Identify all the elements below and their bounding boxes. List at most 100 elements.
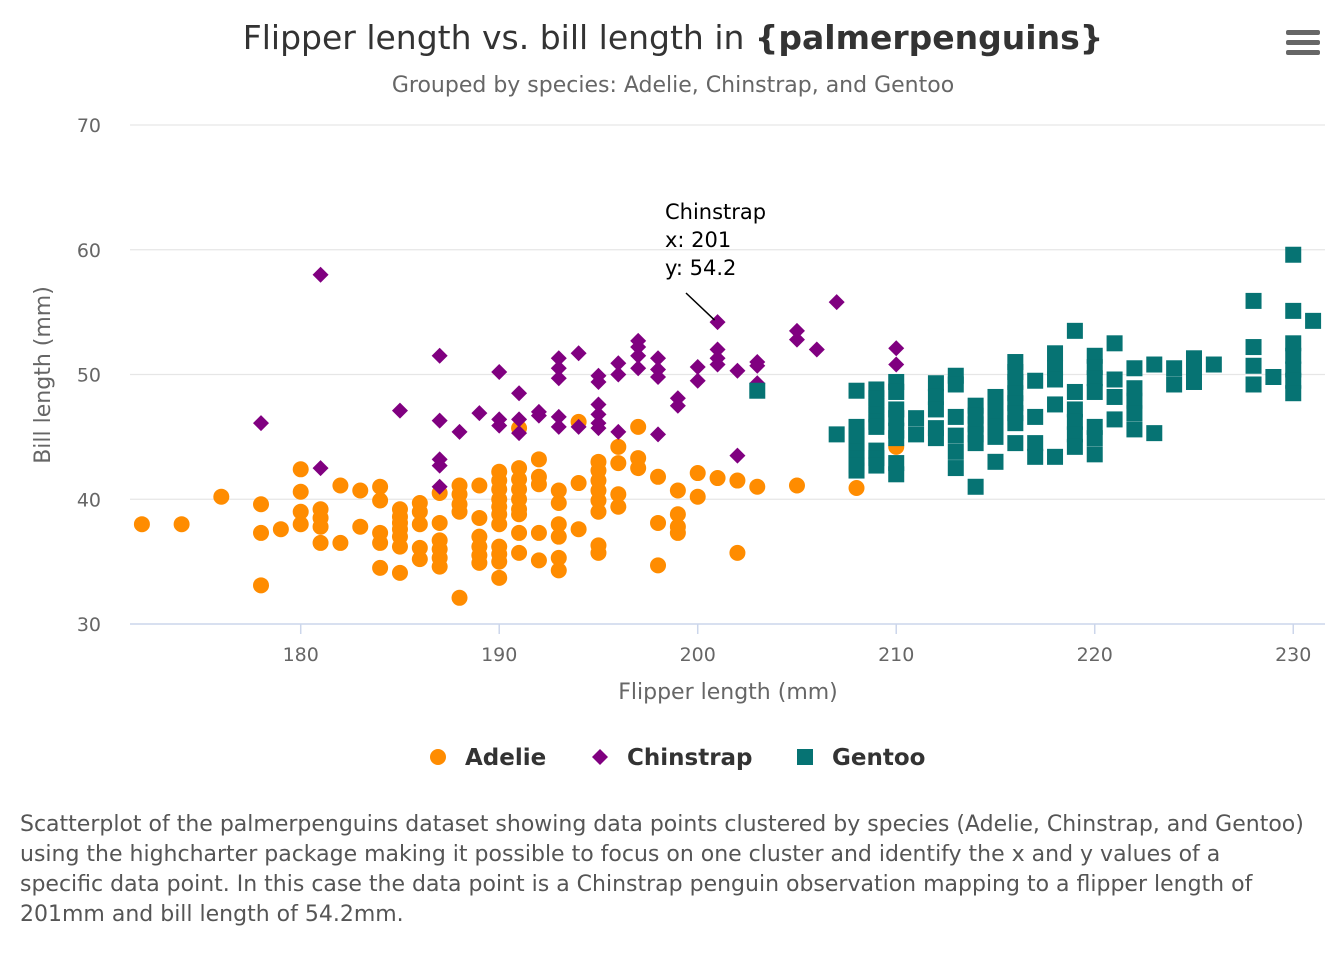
gentoo-point[interactable] bbox=[1066, 426, 1083, 443]
adelie-point[interactable] bbox=[729, 544, 746, 561]
gentoo-point[interactable] bbox=[1185, 373, 1202, 390]
chinstrap-point[interactable] bbox=[590, 420, 607, 437]
gentoo-point[interactable] bbox=[967, 435, 984, 452]
gentoo-point[interactable] bbox=[1185, 350, 1202, 367]
data-points[interactable] bbox=[133, 246, 1322, 606]
adelie-point[interactable] bbox=[590, 503, 607, 520]
gentoo-point[interactable] bbox=[908, 410, 925, 427]
chinstrap-point[interactable] bbox=[828, 294, 845, 311]
gentoo-point[interactable] bbox=[947, 427, 964, 444]
chinstrap-point[interactable] bbox=[570, 345, 587, 362]
gentoo-point[interactable] bbox=[868, 418, 885, 435]
adelie-point[interactable] bbox=[610, 455, 627, 472]
adelie-point[interactable] bbox=[530, 476, 547, 493]
adelie-point[interactable] bbox=[173, 516, 190, 533]
chinstrap-point[interactable] bbox=[788, 331, 805, 348]
adelie-point[interactable] bbox=[650, 557, 667, 574]
adelie-point[interactable] bbox=[511, 460, 528, 477]
gentoo-point[interactable] bbox=[1066, 413, 1083, 430]
gentoo-point[interactable] bbox=[868, 457, 885, 474]
gentoo-point[interactable] bbox=[1265, 368, 1282, 385]
adelie-point[interactable] bbox=[491, 569, 508, 586]
gentoo-point[interactable] bbox=[1066, 383, 1083, 400]
chinstrap-point[interactable] bbox=[391, 402, 408, 419]
gentoo-point[interactable] bbox=[987, 453, 1004, 470]
gentoo-point[interactable] bbox=[1066, 438, 1083, 455]
adelie-point[interactable] bbox=[570, 475, 587, 492]
chinstrap-point[interactable] bbox=[491, 417, 508, 434]
chinstrap-point[interactable] bbox=[630, 347, 647, 364]
legend[interactable]: Adelie Chinstrap Gentoo bbox=[430, 745, 925, 771]
chinstrap-point[interactable] bbox=[550, 408, 567, 425]
adelie-point[interactable] bbox=[253, 577, 270, 594]
chinstrap-point[interactable] bbox=[610, 366, 627, 383]
adelie-point[interactable] bbox=[530, 451, 547, 468]
adelie-point[interactable] bbox=[352, 482, 369, 499]
adelie-point[interactable] bbox=[669, 506, 686, 523]
adelie-point[interactable] bbox=[292, 516, 309, 533]
gentoo-point[interactable] bbox=[987, 428, 1004, 445]
gentoo-point[interactable] bbox=[1285, 372, 1302, 389]
adelie-point[interactable] bbox=[312, 518, 329, 535]
adelie-point[interactable] bbox=[491, 553, 508, 570]
gentoo-point[interactable] bbox=[888, 410, 905, 427]
chinstrap-point[interactable] bbox=[610, 423, 627, 440]
chinstrap-point[interactable] bbox=[550, 370, 567, 387]
series-chinstrap[interactable] bbox=[253, 266, 905, 495]
gentoo-point[interactable] bbox=[1047, 345, 1064, 362]
gentoo-point[interactable] bbox=[1007, 435, 1024, 452]
gentoo-point[interactable] bbox=[908, 426, 925, 443]
legend-item-chinstrap[interactable]: Chinstrap bbox=[592, 745, 753, 771]
adelie-point[interactable] bbox=[133, 516, 150, 533]
adelie-point[interactable] bbox=[411, 503, 428, 520]
chinstrap-point[interactable] bbox=[610, 355, 627, 372]
gentoo-point[interactable] bbox=[1027, 372, 1044, 389]
gentoo-point[interactable] bbox=[1166, 360, 1183, 377]
adelie-point[interactable] bbox=[650, 514, 667, 531]
chinstrap-point[interactable] bbox=[788, 322, 805, 339]
chinstrap-point[interactable] bbox=[669, 397, 686, 414]
gentoo-point[interactable] bbox=[1126, 405, 1143, 422]
adelie-point[interactable] bbox=[550, 482, 567, 499]
gentoo-point[interactable] bbox=[1205, 356, 1222, 373]
gentoo-point[interactable] bbox=[848, 382, 865, 399]
adelie-point[interactable] bbox=[590, 544, 607, 561]
adelie-point[interactable] bbox=[729, 472, 746, 489]
gentoo-point[interactable] bbox=[947, 443, 964, 460]
gentoo-point[interactable] bbox=[1027, 435, 1044, 452]
adelie-point[interactable] bbox=[610, 486, 627, 503]
chinstrap-point[interactable] bbox=[650, 426, 667, 443]
adelie-point[interactable] bbox=[372, 492, 389, 509]
adelie-point[interactable] bbox=[650, 468, 667, 485]
chinstrap-point[interactable] bbox=[709, 314, 726, 331]
chinstrap-point[interactable] bbox=[312, 460, 329, 477]
gentoo-point[interactable] bbox=[1166, 376, 1183, 393]
series-adelie[interactable] bbox=[133, 413, 905, 606]
gentoo-point[interactable] bbox=[1047, 371, 1064, 388]
adelie-point[interactable] bbox=[550, 494, 567, 511]
adelie-point[interactable] bbox=[689, 465, 706, 482]
gentoo-point[interactable] bbox=[1086, 370, 1103, 387]
adelie-point[interactable] bbox=[709, 470, 726, 487]
legend-item-adelie[interactable]: Adelie bbox=[430, 745, 546, 771]
chinstrap-point[interactable] bbox=[630, 339, 647, 356]
adelie-point[interactable] bbox=[491, 516, 508, 533]
chinstrap-point[interactable] bbox=[590, 406, 607, 423]
chinstrap-point[interactable] bbox=[550, 418, 567, 435]
adelie-point[interactable] bbox=[292, 483, 309, 500]
adelie-point[interactable] bbox=[689, 488, 706, 505]
adelie-point[interactable] bbox=[292, 461, 309, 478]
chinstrap-point[interactable] bbox=[709, 341, 726, 358]
chinstrap-point[interactable] bbox=[808, 341, 825, 358]
gentoo-point[interactable] bbox=[1245, 292, 1262, 309]
chinstrap-point[interactable] bbox=[888, 356, 905, 373]
adelie-point[interactable] bbox=[332, 534, 349, 551]
chinstrap-point[interactable] bbox=[650, 350, 667, 367]
gentoo-point[interactable] bbox=[1007, 415, 1024, 432]
gentoo-point[interactable] bbox=[888, 383, 905, 400]
adelie-point[interactable] bbox=[431, 514, 448, 531]
gentoo-point[interactable] bbox=[927, 375, 944, 392]
chinstrap-point[interactable] bbox=[729, 447, 746, 464]
chinstrap-point[interactable] bbox=[431, 347, 448, 364]
gentoo-point[interactable] bbox=[1086, 430, 1103, 447]
